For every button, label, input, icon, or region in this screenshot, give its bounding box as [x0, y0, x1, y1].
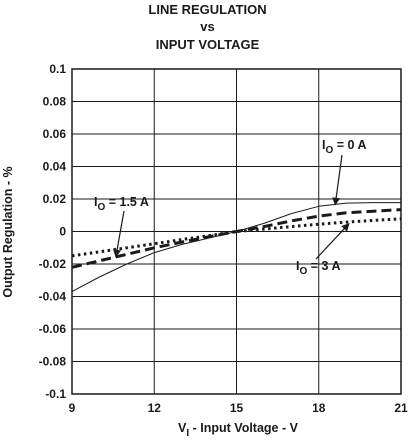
- series-annotation-label: IO = 3 A: [296, 259, 341, 277]
- y-tick-label: -0.04: [39, 290, 67, 304]
- series-annotation-label: IO = 0 A: [322, 138, 367, 156]
- annotation-arrow: [113, 210, 125, 258]
- y-tick-label: 0.1: [49, 62, 66, 76]
- y-tick-label: 0.04: [43, 160, 67, 174]
- y-axis-label: Output Regulation - %: [1, 166, 15, 297]
- annotations: IO = 0 A IO = 1.5 A IO = 3 A: [94, 138, 367, 277]
- x-axis-label: VI - Input Voltage - V: [178, 421, 299, 439]
- x-tick-label: 21: [394, 401, 408, 415]
- y-tick-label: -0.02: [39, 257, 67, 271]
- series-annotation-label: IO = 1.5 A: [94, 195, 149, 213]
- annotation-arrow: [315, 222, 350, 260]
- series-group: [71, 202, 402, 293]
- y-tick-label: 0.08: [43, 95, 67, 109]
- x-tick-label: 15: [230, 401, 244, 415]
- chart-title-line-3: INPUT VOLTAGE: [155, 37, 260, 52]
- y-tick-label: -0.1: [45, 387, 66, 401]
- x-tick-label: 18: [312, 401, 326, 415]
- annotation-arrow: [332, 154, 343, 206]
- x-tick-label: 12: [148, 401, 162, 415]
- x-tick-label: 9: [69, 401, 76, 415]
- series-line: [71, 208, 402, 269]
- y-tick-label: 0.02: [43, 192, 67, 206]
- y-tick-label: 0.06: [43, 127, 67, 141]
- y-tick-label: -0.08: [39, 355, 67, 369]
- series-line: [71, 217, 402, 258]
- y-tick-label: -0.06: [39, 322, 67, 336]
- chart-title-line-1: LINE REGULATION: [148, 2, 267, 17]
- y-tick-label: 0: [59, 225, 66, 239]
- tick-labels: 9 12 15 18 21 0.1 0.08 0.06 0.04 0.02 0 -0.02 -0.04 -…: [39, 62, 408, 415]
- chart-title-line-2: vs: [200, 19, 215, 34]
